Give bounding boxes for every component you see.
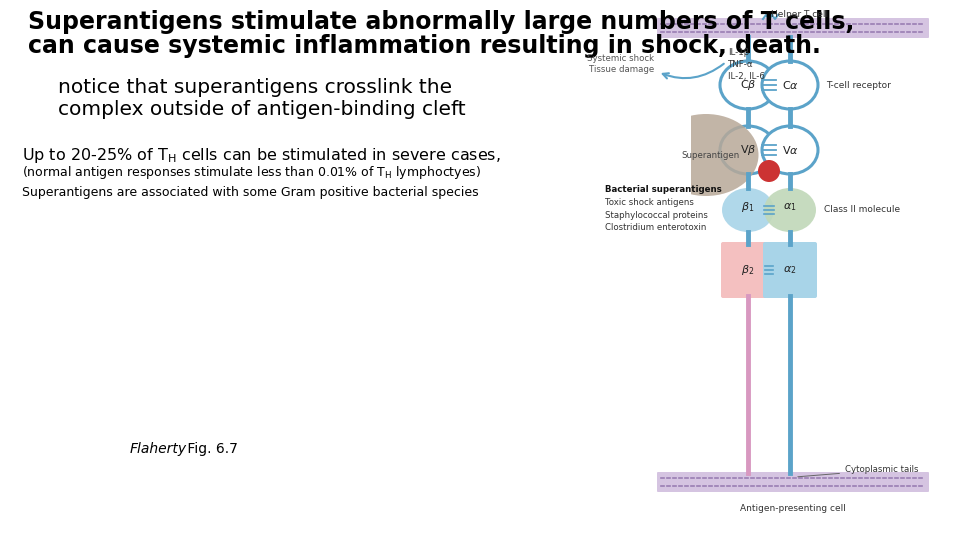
Text: Up to 20-25% of T$_\mathregular{H}$ cells can be stimulated in severe cases,: Up to 20-25% of T$_\mathregular{H}$ cell… bbox=[22, 146, 501, 165]
Text: complex outside of antigen-binding cleft: complex outside of antigen-binding cleft bbox=[58, 100, 466, 119]
Text: Fig. 6.7: Fig. 6.7 bbox=[183, 442, 238, 456]
Text: V$\alpha$: V$\alpha$ bbox=[781, 144, 799, 156]
Ellipse shape bbox=[722, 188, 774, 232]
Ellipse shape bbox=[762, 61, 818, 109]
Text: Toxic shock antigens
Staphylococcal proteins
Clostridium enterotoxin: Toxic shock antigens Staphylococcal prot… bbox=[605, 198, 708, 232]
Text: Superantigens stimulate abnormally large numbers of T cells,: Superantigens stimulate abnormally large… bbox=[28, 10, 854, 34]
Text: Systemic shock
Tissue damage: Systemic shock Tissue damage bbox=[587, 53, 654, 75]
Text: $\beta_1$: $\beta_1$ bbox=[741, 200, 755, 214]
Bar bbox=[646, 105, 691, 205]
Ellipse shape bbox=[720, 126, 776, 174]
Text: Antigen-presenting cell: Antigen-presenting cell bbox=[740, 504, 846, 513]
FancyBboxPatch shape bbox=[657, 472, 929, 492]
Text: IL-1β
TNF-α
IL-2, IL-6: IL-1β TNF-α IL-2, IL-6 bbox=[728, 48, 765, 80]
FancyBboxPatch shape bbox=[763, 242, 817, 298]
Ellipse shape bbox=[762, 126, 818, 174]
Text: Helper T cell: Helper T cell bbox=[772, 10, 828, 19]
Text: notice that superantigens crosslink the: notice that superantigens crosslink the bbox=[58, 78, 452, 97]
Circle shape bbox=[758, 160, 780, 182]
Text: can cause systemic inflammation resulting in shock, death.: can cause systemic inflammation resultin… bbox=[28, 34, 821, 58]
Text: Superantigen: Superantigen bbox=[682, 151, 740, 159]
FancyBboxPatch shape bbox=[657, 18, 929, 38]
Text: Class II molecule: Class II molecule bbox=[824, 206, 900, 214]
Text: (normal antigen responses stimulate less than 0.01% of T$_\mathregular{H}$ lymph: (normal antigen responses stimulate less… bbox=[22, 164, 481, 181]
FancyBboxPatch shape bbox=[721, 242, 775, 298]
Text: T-cell receptor: T-cell receptor bbox=[826, 80, 891, 90]
Text: Superantigens are associated with some Gram positive bacterial species: Superantigens are associated with some G… bbox=[22, 186, 479, 199]
Text: Cytoplasmic tails: Cytoplasmic tails bbox=[798, 465, 919, 477]
Text: $\alpha_1$: $\alpha_1$ bbox=[783, 201, 797, 213]
Text: $\beta_2$: $\beta_2$ bbox=[741, 263, 755, 277]
Ellipse shape bbox=[764, 188, 816, 232]
Text: C$\alpha$: C$\alpha$ bbox=[781, 79, 799, 91]
Text: C$\beta$: C$\beta$ bbox=[740, 78, 756, 92]
Ellipse shape bbox=[720, 61, 776, 109]
Text: Flaherty: Flaherty bbox=[130, 442, 187, 456]
Ellipse shape bbox=[654, 114, 758, 196]
Text: Bacterial superantigens: Bacterial superantigens bbox=[605, 185, 722, 194]
Text: V$\beta$: V$\beta$ bbox=[740, 143, 756, 157]
Text: $\alpha_2$: $\alpha_2$ bbox=[783, 264, 797, 276]
